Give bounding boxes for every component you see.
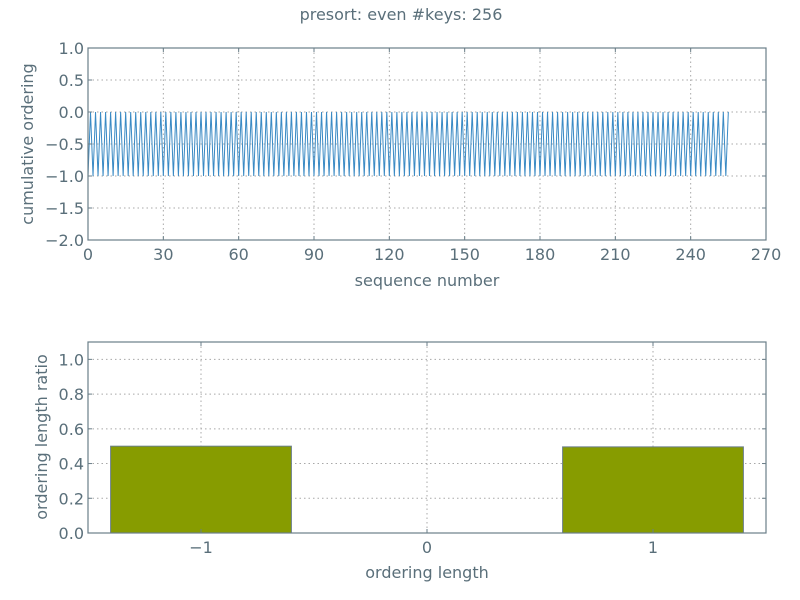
bar xyxy=(110,445,292,534)
g1-x-tick-label: 120 xyxy=(374,245,405,264)
line-chart: 0 30 60 90 120 150 180 210 240 270 1.0 0.5 0.0 −0.5 −1… xyxy=(18,39,781,290)
g1-x-tick-label: 240 xyxy=(675,245,706,264)
g2-x-tick-label: 1 xyxy=(648,538,658,557)
g1-y-tick-label: 1.0 xyxy=(59,39,84,58)
line-chart-plot-area xyxy=(87,111,729,177)
bar-chart-y-axis-label: ordering length ratio xyxy=(32,354,51,519)
bar-chart-x-axis-label: ordering length xyxy=(365,563,489,582)
g2-y-tick-label: 0.8 xyxy=(59,385,84,404)
line-series xyxy=(87,111,729,177)
g1-y-tick-label: 0.0 xyxy=(59,103,84,122)
g2-x-tick-label: −1 xyxy=(189,538,213,557)
g1-y-tick-label: −2.0 xyxy=(45,231,84,250)
bar-chart-ticks: −1 0 1 0.0 0.2 0.4 0.6 0.8 1.0 xyxy=(59,342,766,557)
g1-y-tick-label: 0.5 xyxy=(59,71,84,90)
g1-y-tick-label: −1.0 xyxy=(45,167,84,186)
g1-x-tick-label: 210 xyxy=(600,245,631,264)
bar xyxy=(562,446,744,534)
g1-x-tick-label: 180 xyxy=(525,245,556,264)
g1-x-tick-label: 90 xyxy=(304,245,324,264)
g1-y-tick-label: −0.5 xyxy=(45,135,84,154)
g2-y-tick-label: 0.6 xyxy=(59,420,84,439)
g2-y-tick-label: 0.0 xyxy=(59,524,84,543)
line-chart-ticks: 0 30 60 90 120 150 180 210 240 270 1.0 0.5 0.0 −0.5 −1… xyxy=(45,39,781,264)
g1-y-tick-label: −1.5 xyxy=(45,199,84,218)
figure-title: presort: even #keys: 256 xyxy=(300,5,503,24)
g2-y-tick-label: 1.0 xyxy=(59,350,84,369)
g2-y-tick-label: 0.4 xyxy=(59,455,84,474)
g2-x-tick-label: 0 xyxy=(422,538,432,557)
g1-x-tick-label: 30 xyxy=(153,245,173,264)
g1-x-tick-label: 270 xyxy=(751,245,782,264)
g2-y-tick-label: 0.2 xyxy=(59,489,84,508)
g1-x-tick-label: 0 xyxy=(83,245,93,264)
line-chart-y-axis-label: cumulative ordering xyxy=(18,63,37,224)
g1-x-tick-label: 60 xyxy=(228,245,248,264)
bar-chart-plot-area xyxy=(110,445,744,534)
bar-chart: −1 0 1 0.0 0.2 0.4 0.6 0.8 1.0 ordering length o… xyxy=(32,341,767,582)
g1-x-tick-label: 150 xyxy=(449,245,480,264)
line-chart-x-axis-label: sequence number xyxy=(355,271,500,290)
